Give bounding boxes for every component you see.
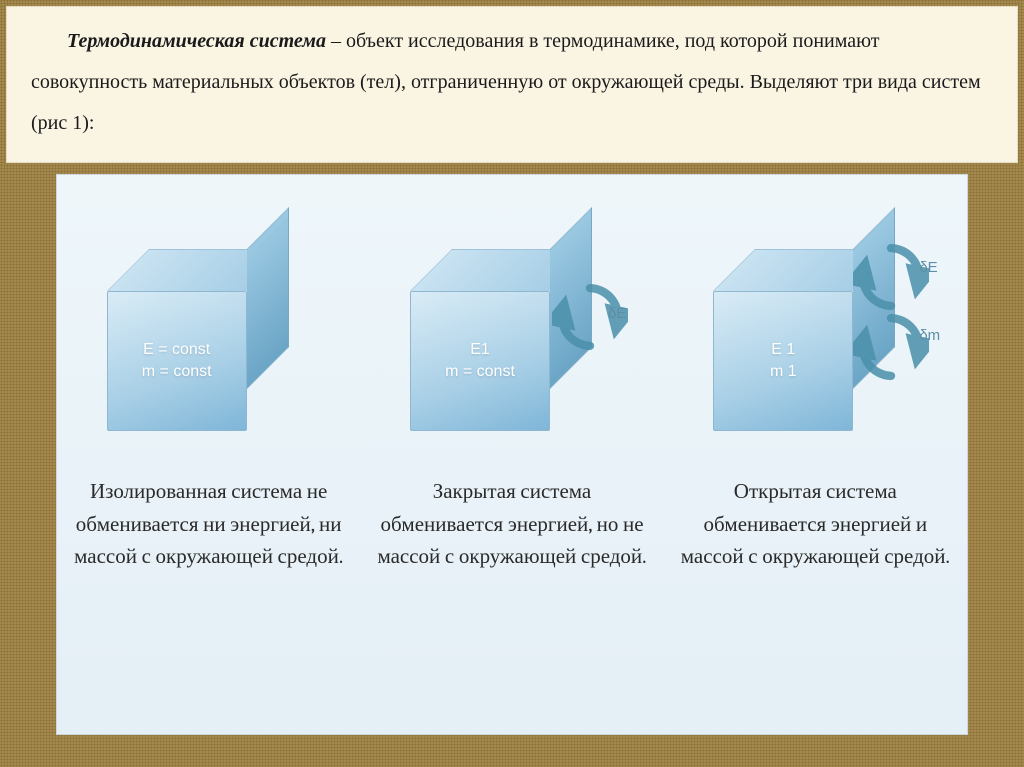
systems-row: E = const m = const Изолированная система … <box>57 175 967 734</box>
definition-term: Термодинамическая система <box>67 30 326 52</box>
diagram-panel: E = const m = const Изолированная система … <box>56 174 968 735</box>
cube-stage-closed: E1 m = const δE <box>372 215 652 460</box>
cube-stage-isolated: E = const m = const <box>69 215 349 460</box>
cube-label: m = const <box>445 363 515 381</box>
cube-label: E 1 <box>771 341 795 359</box>
system-open: E 1m 1δEδmОткрытая система обменивается … <box>670 215 960 574</box>
cube-stage-open: E 1m 1δEδm <box>675 215 955 460</box>
page-root: Термодинамическая система – объект иссле… <box>0 0 1024 767</box>
cube-face-right <box>247 207 289 389</box>
definition-box: Термодинамическая система – объект иссле… <box>6 6 1018 163</box>
system-description: Изолированная система не обменивается ни… <box>64 476 354 574</box>
exchange-label: δE <box>919 259 937 276</box>
cube-closed: E1 m = const <box>410 249 570 409</box>
cube-face-right <box>853 207 895 389</box>
exchange-label: δE <box>608 305 626 322</box>
system-description: Открытая система обменивается энергией и… <box>670 476 960 574</box>
cube-label: m = const <box>142 363 212 381</box>
cube-open: E 1m 1 <box>713 249 873 409</box>
cube-isolated: E = const m = const <box>107 249 267 409</box>
cube-face-front: E = const m = const <box>107 291 247 431</box>
cube-face-front: E 1m 1 <box>713 291 853 431</box>
cube-face-front: E1 m = const <box>410 291 550 431</box>
definition-dash: – <box>326 30 346 52</box>
system-isolated: E = const m = const Изолированная система … <box>64 215 354 574</box>
system-description: Закрытая система обменивается энергией, … <box>367 476 657 574</box>
definition-paragraph: Термодинамическая система – объект иссле… <box>31 21 993 144</box>
cube-label: E = const <box>143 341 210 359</box>
cube-label: E1 <box>470 341 490 359</box>
cube-label: m 1 <box>770 363 797 381</box>
system-closed: E1 m = const δE Закрытая система обменивает… <box>367 215 657 574</box>
cube-face-right <box>550 207 592 389</box>
exchange-label: δm <box>919 327 940 344</box>
